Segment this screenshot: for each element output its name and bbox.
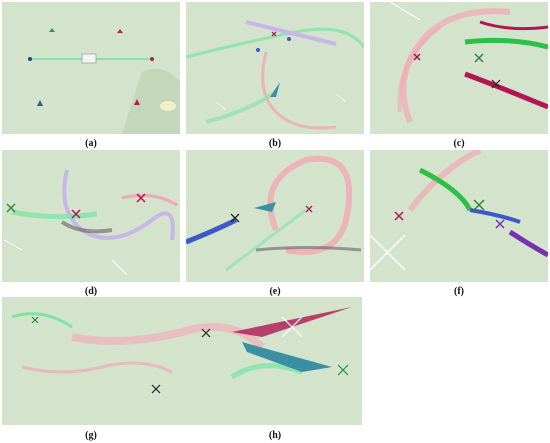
caption-h: (h): [268, 430, 282, 441]
panel-b: [186, 2, 364, 134]
caption-c: (c): [453, 138, 465, 149]
panel-gh-scene: [2, 297, 362, 425]
panel-a-scene: [2, 2, 180, 134]
landmark-marker: [160, 101, 176, 111]
panel-gh: [2, 297, 362, 425]
panel-e-scene: [186, 150, 364, 282]
panel-f: [370, 150, 548, 282]
panel-a: [2, 2, 180, 134]
caption-f: (f): [454, 286, 464, 297]
panel-c-scene: [370, 2, 548, 134]
label-box: [81, 53, 97, 64]
panel-e: [186, 150, 364, 282]
caption-d: (d): [84, 286, 98, 297]
panel-d-scene: [2, 150, 180, 282]
panel-c: [370, 2, 548, 134]
panel-d: [2, 150, 180, 282]
caption-e: (e): [269, 286, 281, 297]
direction-arrow: [242, 342, 332, 372]
direction-arrow: [270, 82, 280, 97]
caption-g: (g): [85, 430, 97, 441]
panel-b-scene: [186, 2, 364, 134]
panel-f-scene: [370, 150, 548, 282]
direction-arrow: [254, 202, 276, 212]
caption-a: (a): [85, 138, 97, 149]
caption-b: (b): [268, 138, 282, 149]
